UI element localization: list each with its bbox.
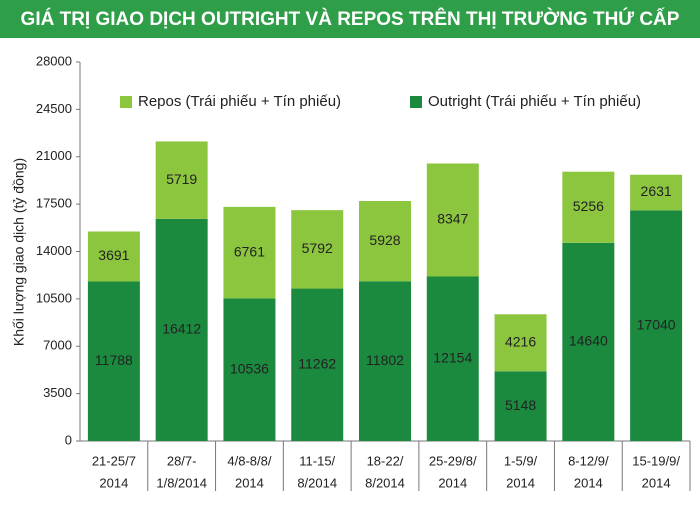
x-tick-label: 18-22/ <box>367 453 404 468</box>
x-tick-label: 2014 <box>574 475 603 490</box>
value-label: 11262 <box>298 355 336 371</box>
bar-segment <box>87 231 140 282</box>
bar-segment <box>630 174 683 211</box>
x-tick-label: 21-25/7 <box>92 453 136 468</box>
x-tick-label: 25-29/8/ <box>429 453 477 468</box>
x-tick-label: 1/8/2014 <box>156 475 207 490</box>
y-axis-label: Khối lượng giao dịch (tỷ đồng) <box>11 158 27 346</box>
value-label: 2631 <box>641 183 672 199</box>
x-tick-label: 2014 <box>506 475 535 490</box>
y-tick-label: 0 <box>65 432 72 447</box>
value-label: 12154 <box>433 349 472 365</box>
x-tick-label: 2014 <box>438 475 467 490</box>
bar-segment <box>223 298 276 441</box>
value-label: 17040 <box>637 316 676 332</box>
x-tick-label: 1-5/9/ <box>504 453 538 468</box>
value-label: 5719 <box>166 171 197 187</box>
y-tick-label: 3500 <box>43 385 72 400</box>
bar-segment <box>630 210 683 441</box>
legend-label: Repos (Trái phiếu + Tín phiếu) <box>138 93 341 110</box>
y-tick-label: 21000 <box>36 148 72 163</box>
bar-segment <box>426 163 479 277</box>
x-tick-label: 2014 <box>235 475 264 490</box>
bar-segment <box>87 281 140 441</box>
bar-segment <box>494 314 547 372</box>
x-tick-label: 2014 <box>99 475 128 490</box>
value-label: 5256 <box>573 198 604 214</box>
legend-swatch <box>410 96 422 108</box>
value-label: 8347 <box>437 211 468 227</box>
y-tick-label: 14000 <box>36 243 72 258</box>
x-tick-label: 28/7- <box>167 453 197 468</box>
legend-swatch <box>120 96 132 108</box>
x-tick-label: 8/2014 <box>297 475 337 490</box>
bar-segment <box>562 242 615 441</box>
bar-segment <box>291 210 344 289</box>
bar-segment <box>562 171 615 243</box>
value-label: 16412 <box>162 321 201 337</box>
y-tick-label: 28000 <box>36 53 72 68</box>
x-tick-label: 4/8-8/8/ <box>227 453 271 468</box>
bar-segment <box>291 288 344 441</box>
x-tick-label: 11-15/ <box>299 453 335 468</box>
value-label: 6761 <box>234 243 265 259</box>
bar-segment <box>223 206 276 299</box>
value-label: 5148 <box>505 397 536 413</box>
x-tick-label: 8/2014 <box>365 475 405 490</box>
value-label: 11802 <box>366 352 404 368</box>
value-label: 4216 <box>505 333 536 349</box>
x-tick-label: 2014 <box>642 475 671 490</box>
chart-title: GIÁ TRỊ GIAO DỊCH OUTRIGHT VÀ REPOS TRÊN… <box>21 8 680 30</box>
bar-segment <box>426 276 479 441</box>
bar-segment <box>155 141 208 219</box>
title-banner <box>0 0 700 38</box>
bar-segment <box>359 201 411 282</box>
value-label: 5928 <box>369 232 400 248</box>
value-label: 5792 <box>302 240 333 256</box>
legend-label: Outright (Trái phiếu + Tín phiếu) <box>428 93 641 110</box>
y-tick-label: 7000 <box>43 338 72 353</box>
value-label: 3691 <box>98 247 129 263</box>
bar-segment <box>494 371 547 441</box>
bar-segment <box>359 281 411 441</box>
value-label: 11788 <box>95 352 133 368</box>
value-label: 14640 <box>569 333 608 349</box>
y-tick-label: 17500 <box>36 196 72 211</box>
bar-segment <box>155 218 208 441</box>
y-tick-label: 24500 <box>36 101 72 116</box>
x-tick-label: 15-19/9/ <box>632 453 680 468</box>
value-label: 10536 <box>230 360 269 376</box>
y-tick-label: 10500 <box>36 290 72 305</box>
x-tick-label: 8-12/9/ <box>568 453 609 468</box>
